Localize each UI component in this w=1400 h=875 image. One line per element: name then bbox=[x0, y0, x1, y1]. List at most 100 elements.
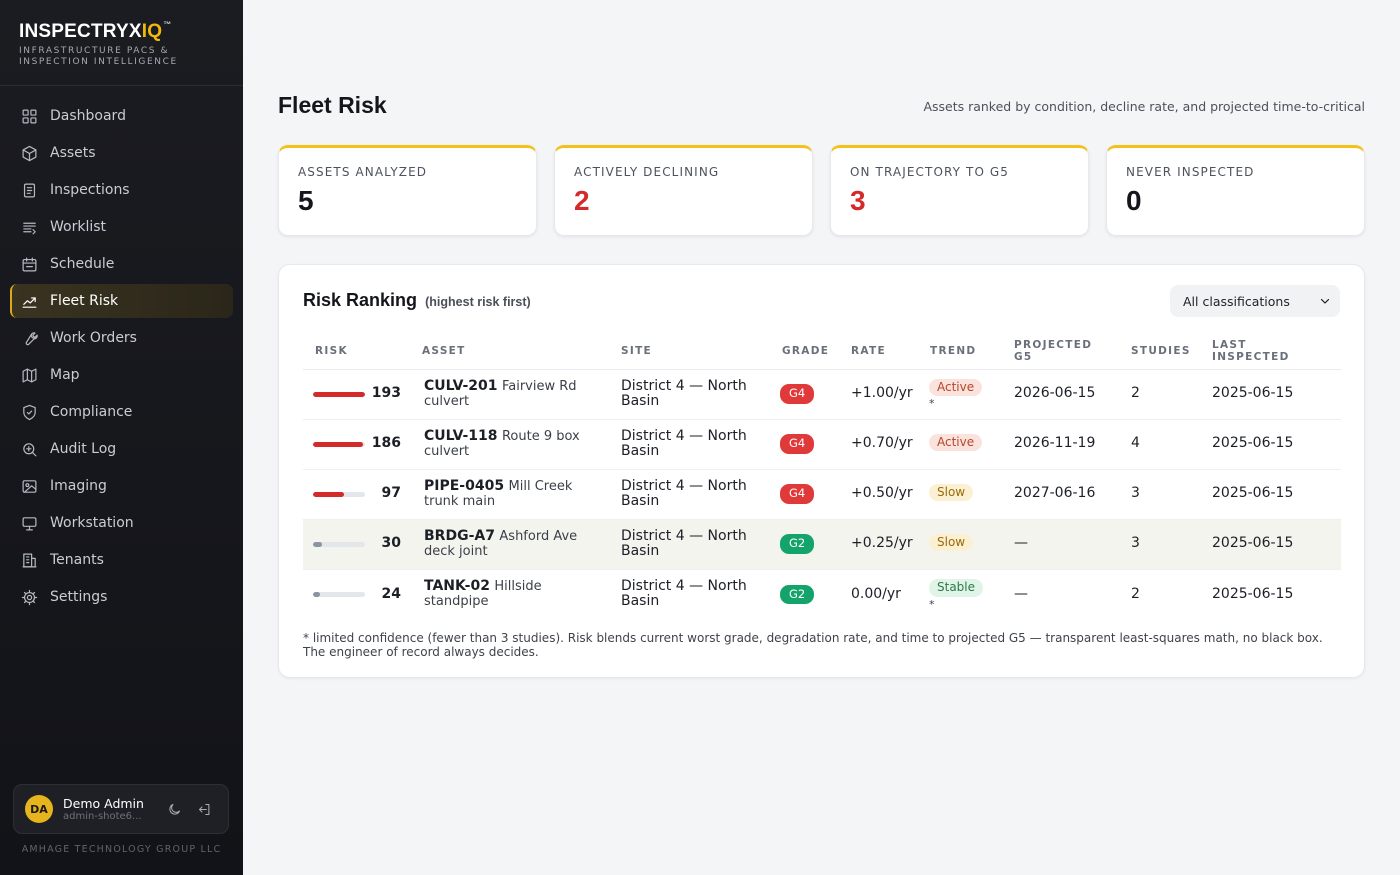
kpi-label: ACTIVELY DECLINING bbox=[574, 165, 720, 179]
sidebar-item-work-orders[interactable]: Work Orders bbox=[10, 321, 233, 355]
asset-name: Hillside standpipe bbox=[424, 578, 542, 610]
projected-g5: — bbox=[1014, 519, 1131, 570]
asset-id[interactable]: PIPE-0405 bbox=[424, 477, 505, 494]
col-studies[interactable]: STUDIES bbox=[1131, 333, 1212, 370]
col-projected-g5[interactable]: PROJECTED G5 bbox=[1014, 333, 1131, 370]
risk-ranking-card: Risk Ranking (highest risk first) All cl… bbox=[278, 264, 1365, 678]
table-row[interactable]: 193 CULV-201 Fairview Rd culvert Distric… bbox=[303, 369, 1341, 420]
sidebar-item-label: Map bbox=[50, 367, 80, 383]
sidebar-item-worklist[interactable]: Worklist bbox=[10, 210, 233, 244]
sidebar-item-tenants[interactable]: Tenants bbox=[10, 543, 233, 577]
kpi-assets-analyzed: ASSETS ANALYZED 5 bbox=[278, 145, 537, 236]
theme-toggle-button[interactable] bbox=[163, 798, 185, 820]
sidebar-item-fleet-risk[interactable]: Fleet Risk bbox=[10, 284, 233, 318]
wrench-icon bbox=[25, 331, 38, 345]
sidebar-item-dashboard[interactable]: Dashboard bbox=[10, 99, 233, 133]
user-name: Demo Admin bbox=[63, 796, 144, 811]
sidebar-item-imaging[interactable]: Imaging bbox=[10, 469, 233, 503]
classification-select[interactable]: All classifications bbox=[1170, 285, 1340, 317]
risk-value: 186 bbox=[371, 435, 401, 452]
projected-g5: 2026-11-19 bbox=[1014, 419, 1131, 470]
risk-value: 97 bbox=[381, 485, 401, 502]
asset-id[interactable]: CULV-118 bbox=[424, 427, 498, 444]
risk-score: 186 bbox=[303, 436, 410, 452]
col-rate[interactable]: RATE bbox=[849, 333, 929, 370]
col-risk[interactable]: RISK bbox=[303, 333, 410, 370]
main-content: Fleet Risk Assets ranked by condition, d… bbox=[243, 0, 1400, 875]
sidebar-item-inspections[interactable]: Inspections bbox=[10, 173, 233, 207]
sidebar-item-label: Audit Log bbox=[50, 441, 117, 457]
kpi-trajectory-g5: ON TRAJECTORY TO G5 3 bbox=[830, 145, 1089, 236]
kpi-value: 2 bbox=[574, 185, 590, 216]
select-value: All classifications bbox=[1183, 293, 1290, 309]
limited-confidence-marker: * bbox=[929, 397, 935, 411]
col-asset[interactable]: ASSET bbox=[410, 333, 618, 370]
trend-badge: Slow bbox=[929, 483, 974, 502]
trend-icon bbox=[22, 296, 37, 308]
sidebar-item-map[interactable]: Map bbox=[10, 358, 233, 392]
brand-name-accent: IQ bbox=[141, 21, 163, 42]
page-description: Assets ranked by condition, decline rate… bbox=[923, 99, 1365, 114]
table-row[interactable]: 30 BRDG-A7 Ashford Ave deck joint Distri… bbox=[303, 519, 1341, 570]
sidebar-item-compliance[interactable]: Compliance bbox=[10, 395, 233, 429]
table-row[interactable]: 24 TANK-02 Hillside standpipe District 4… bbox=[303, 569, 1341, 619]
col-last-inspected[interactable]: LAST INSPECTED bbox=[1212, 333, 1341, 370]
sidebar-item-label: Work Orders bbox=[50, 330, 137, 346]
sidebar-item-label: Workstation bbox=[50, 515, 134, 531]
user-card[interactable]: DA Demo Admin admin-shote6... bbox=[13, 784, 229, 834]
trademark: ™ bbox=[163, 20, 172, 29]
rate: +1.00/yr bbox=[849, 369, 929, 420]
table-row[interactable]: 186 CULV-118 Route 9 box culvert Distric… bbox=[303, 419, 1341, 470]
risk-bar bbox=[313, 391, 365, 397]
site: District 4 — North Basin bbox=[618, 469, 780, 520]
projected-g5: 2027-06-16 bbox=[1014, 469, 1131, 520]
col-site[interactable]: SITE bbox=[618, 333, 780, 370]
risk-bar bbox=[313, 491, 365, 497]
brand-logo[interactable]: INSPECTRYXIQ™ bbox=[19, 20, 224, 43]
site: District 4 — North Basin bbox=[618, 519, 780, 570]
trend-badge: Slow bbox=[929, 533, 974, 552]
sidebar-item-audit-log[interactable]: Audit Log bbox=[10, 432, 233, 466]
kpi-label: NEVER INSPECTED bbox=[1126, 165, 1255, 179]
sidebar-item-schedule[interactable]: Schedule bbox=[10, 247, 233, 281]
sidebar-item-label: Fleet Risk bbox=[50, 293, 119, 309]
risk-table: RISK ASSET SITE GRADE RATE TREND PROJECT… bbox=[303, 333, 1341, 619]
asset-id[interactable]: BRDG-A7 bbox=[424, 527, 495, 544]
asset-id[interactable]: CULV-201 bbox=[424, 377, 498, 394]
logout-button[interactable] bbox=[193, 798, 215, 820]
trend-badge: Stable bbox=[929, 579, 984, 597]
risk-value: 30 bbox=[381, 535, 401, 552]
rate: 0.00/yr bbox=[851, 585, 901, 602]
col-trend[interactable]: TREND bbox=[929, 333, 1014, 370]
building-icon bbox=[22, 553, 37, 567]
user-info: Demo Admin admin-shote6... bbox=[63, 796, 155, 822]
last-inspected: 2025-06-15 bbox=[1212, 519, 1341, 570]
last-inspected: 2025-06-15 bbox=[1212, 585, 1294, 602]
asset-name: Route 9 box culvert bbox=[424, 428, 580, 460]
asset-id[interactable]: TANK-02 bbox=[424, 577, 490, 594]
kpi-label: ON TRAJECTORY TO G5 bbox=[850, 165, 1010, 179]
table-row[interactable]: 97 PIPE-0405 Mill Creek trunk main Distr… bbox=[303, 469, 1341, 520]
sidebar-nav: Dashboard Assets Inspections Worklist Sc… bbox=[0, 86, 243, 614]
table-header-row: RISK ASSET SITE GRADE RATE TREND PROJECT… bbox=[303, 333, 1341, 370]
grade-badge: G4 bbox=[780, 434, 815, 454]
card-subtitle: (highest risk first) bbox=[425, 295, 531, 309]
asset-name: Ashford Ave deck joint bbox=[424, 528, 578, 560]
chevron-down-icon bbox=[1319, 295, 1331, 307]
site: District 4 — North Basin bbox=[618, 419, 780, 470]
col-projected-g5-label: PROJECTED G5 bbox=[1014, 338, 1093, 363]
last-inspected: 2025-06-15 bbox=[1212, 419, 1341, 470]
risk-bar-fill bbox=[313, 491, 345, 497]
kpi-row: ASSETS ANALYZED 5 ACTIVELY DECLINING 2 O… bbox=[278, 145, 1365, 236]
sidebar-item-settings[interactable]: Settings bbox=[10, 580, 233, 614]
col-grade[interactable]: GRADE bbox=[780, 333, 849, 370]
moon-icon bbox=[168, 803, 180, 815]
limited-confidence-marker: * bbox=[929, 597, 935, 611]
sidebar-item-workstation[interactable]: Workstation bbox=[10, 506, 233, 540]
sidebar-item-assets[interactable]: Assets bbox=[10, 136, 233, 170]
sidebar-item-label: Dashboard bbox=[50, 108, 126, 124]
studies: 2 bbox=[1131, 369, 1212, 420]
sidebar-item-label: Tenants bbox=[50, 552, 104, 568]
table-body: 193 CULV-201 Fairview Rd culvert Distric… bbox=[303, 369, 1341, 619]
grade-badge: G4 bbox=[780, 384, 815, 404]
